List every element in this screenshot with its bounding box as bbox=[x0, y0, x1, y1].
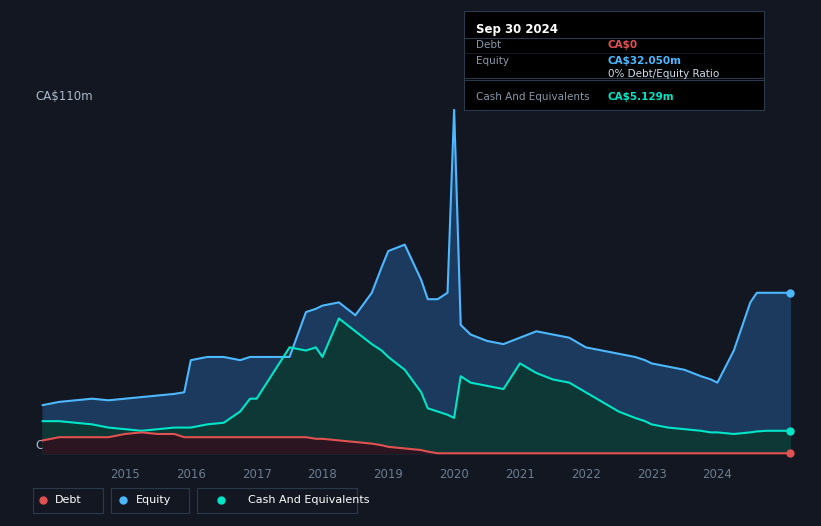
Text: Cash And Equivalents: Cash And Equivalents bbox=[476, 92, 589, 102]
Text: Equity: Equity bbox=[476, 56, 509, 66]
Text: CA$5.129m: CA$5.129m bbox=[608, 92, 674, 102]
Text: CA$110m: CA$110m bbox=[35, 90, 93, 103]
Text: Cash And Equivalents: Cash And Equivalents bbox=[248, 495, 369, 505]
Text: Debt: Debt bbox=[55, 495, 82, 505]
Text: CA$0: CA$0 bbox=[608, 41, 638, 50]
Text: CA$32.050m: CA$32.050m bbox=[608, 56, 681, 66]
Text: Equity: Equity bbox=[135, 495, 171, 505]
Text: CA$0: CA$0 bbox=[35, 439, 67, 451]
Text: 0% Debt/Equity Ratio: 0% Debt/Equity Ratio bbox=[608, 69, 719, 79]
Text: Debt: Debt bbox=[476, 41, 501, 50]
Text: Sep 30 2024: Sep 30 2024 bbox=[476, 23, 557, 36]
